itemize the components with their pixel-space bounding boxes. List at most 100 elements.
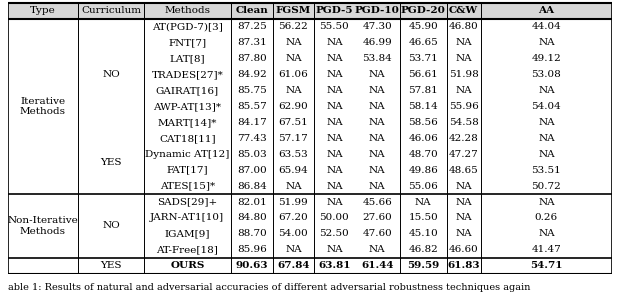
Text: PGD-5: PGD-5 — [316, 6, 353, 15]
Text: NA: NA — [538, 230, 555, 238]
Text: NA: NA — [369, 102, 385, 111]
Text: NA: NA — [326, 182, 342, 191]
Text: NA: NA — [455, 54, 472, 63]
Text: 55.50: 55.50 — [319, 22, 349, 31]
Text: 49.86: 49.86 — [408, 166, 438, 175]
Text: 63.53: 63.53 — [278, 150, 308, 159]
Text: 84.80: 84.80 — [237, 213, 266, 223]
Text: Iterative
Methods: Iterative Methods — [20, 97, 66, 116]
Text: NA: NA — [285, 182, 301, 191]
Text: 27.60: 27.60 — [362, 213, 392, 223]
Text: Type: Type — [30, 6, 56, 15]
Text: NA: NA — [285, 245, 301, 254]
Text: 45.90: 45.90 — [408, 22, 438, 31]
Bar — [8, 3, 612, 19]
Text: 0.26: 0.26 — [535, 213, 558, 223]
Text: 84.92: 84.92 — [237, 70, 266, 79]
Text: CAT18[11]: CAT18[11] — [159, 134, 216, 143]
Text: NA: NA — [369, 134, 385, 143]
Text: 46.06: 46.06 — [408, 134, 438, 143]
Text: NO: NO — [102, 70, 120, 79]
Text: 61.06: 61.06 — [278, 70, 308, 79]
Text: 82.01: 82.01 — [237, 198, 266, 206]
Text: 63.81: 63.81 — [318, 261, 351, 270]
Text: NA: NA — [326, 150, 342, 159]
Text: NA: NA — [326, 245, 342, 254]
Text: NA: NA — [369, 166, 385, 175]
Text: 53.84: 53.84 — [362, 54, 392, 63]
Text: Methods: Methods — [164, 6, 211, 15]
Text: FAT[17]: FAT[17] — [166, 166, 208, 175]
Text: NA: NA — [538, 38, 555, 47]
Text: NA: NA — [326, 166, 342, 175]
Text: 88.70: 88.70 — [237, 230, 266, 238]
Text: 15.50: 15.50 — [408, 213, 438, 223]
Text: 85.03: 85.03 — [237, 150, 266, 159]
Text: AT-Free[18]: AT-Free[18] — [156, 245, 218, 254]
Text: NA: NA — [326, 134, 342, 143]
Text: NA: NA — [538, 134, 555, 143]
Text: 67.20: 67.20 — [278, 213, 308, 223]
Text: 58.14: 58.14 — [408, 102, 438, 111]
Text: NA: NA — [326, 86, 342, 95]
Text: 45.66: 45.66 — [362, 198, 392, 206]
Text: NA: NA — [455, 230, 472, 238]
Text: NA: NA — [538, 198, 555, 206]
Text: 50.72: 50.72 — [532, 182, 561, 191]
Text: NA: NA — [326, 70, 342, 79]
Text: GAIRAT[16]: GAIRAT[16] — [156, 86, 219, 95]
Text: YES: YES — [100, 158, 122, 167]
Text: 84.17: 84.17 — [237, 118, 266, 127]
Text: JARN-AT1[10]: JARN-AT1[10] — [150, 213, 225, 223]
Text: 67.51: 67.51 — [278, 118, 308, 127]
Text: 90.63: 90.63 — [236, 261, 268, 270]
Text: NA: NA — [369, 245, 385, 254]
Text: 67.84: 67.84 — [277, 261, 310, 270]
Text: LAT[8]: LAT[8] — [170, 54, 205, 63]
Text: NA: NA — [455, 213, 472, 223]
Text: 46.80: 46.80 — [449, 22, 479, 31]
Text: PGD-20: PGD-20 — [401, 6, 445, 15]
Text: FGSM: FGSM — [276, 6, 311, 15]
Text: AT(PGD-7)[3]: AT(PGD-7)[3] — [152, 22, 223, 31]
Text: 55.96: 55.96 — [449, 102, 479, 111]
Text: 54.71: 54.71 — [530, 261, 563, 270]
Text: Clean: Clean — [236, 6, 268, 15]
Text: FNT[7]: FNT[7] — [168, 38, 206, 47]
Text: 56.61: 56.61 — [408, 70, 438, 79]
Text: NA: NA — [369, 118, 385, 127]
Text: 42.28: 42.28 — [449, 134, 479, 143]
Text: NO: NO — [102, 221, 120, 230]
Text: 47.30: 47.30 — [362, 22, 392, 31]
Text: Non-Iterative
Methods: Non-Iterative Methods — [8, 216, 78, 236]
Text: NA: NA — [369, 182, 385, 191]
Text: 54.58: 54.58 — [449, 118, 479, 127]
Text: ATES[15]*: ATES[15]* — [160, 182, 215, 191]
Text: 45.10: 45.10 — [408, 230, 438, 238]
Text: 53.71: 53.71 — [408, 54, 438, 63]
Text: 85.75: 85.75 — [237, 86, 266, 95]
Text: Dynamic AT[12]: Dynamic AT[12] — [145, 150, 230, 159]
Text: NA: NA — [326, 54, 342, 63]
Text: 55.06: 55.06 — [408, 182, 438, 191]
Text: IGAM[9]: IGAM[9] — [164, 230, 210, 238]
Text: NA: NA — [369, 86, 385, 95]
Text: NA: NA — [326, 198, 342, 206]
Text: NA: NA — [415, 198, 431, 206]
Text: 87.25: 87.25 — [237, 22, 266, 31]
Text: NA: NA — [285, 54, 301, 63]
Text: 57.17: 57.17 — [278, 134, 308, 143]
Text: NA: NA — [538, 150, 555, 159]
Text: SADS[29]+: SADS[29]+ — [157, 198, 218, 206]
Text: 86.84: 86.84 — [237, 182, 266, 191]
Text: NA: NA — [455, 182, 472, 191]
Text: 61.44: 61.44 — [361, 261, 394, 270]
Text: NA: NA — [326, 102, 342, 111]
Text: 87.31: 87.31 — [237, 38, 266, 47]
Text: 46.82: 46.82 — [408, 245, 438, 254]
Text: 62.90: 62.90 — [278, 102, 308, 111]
Text: 47.60: 47.60 — [362, 230, 392, 238]
Text: OURS: OURS — [170, 261, 205, 270]
Text: 54.00: 54.00 — [278, 230, 308, 238]
Text: 85.96: 85.96 — [237, 245, 266, 254]
